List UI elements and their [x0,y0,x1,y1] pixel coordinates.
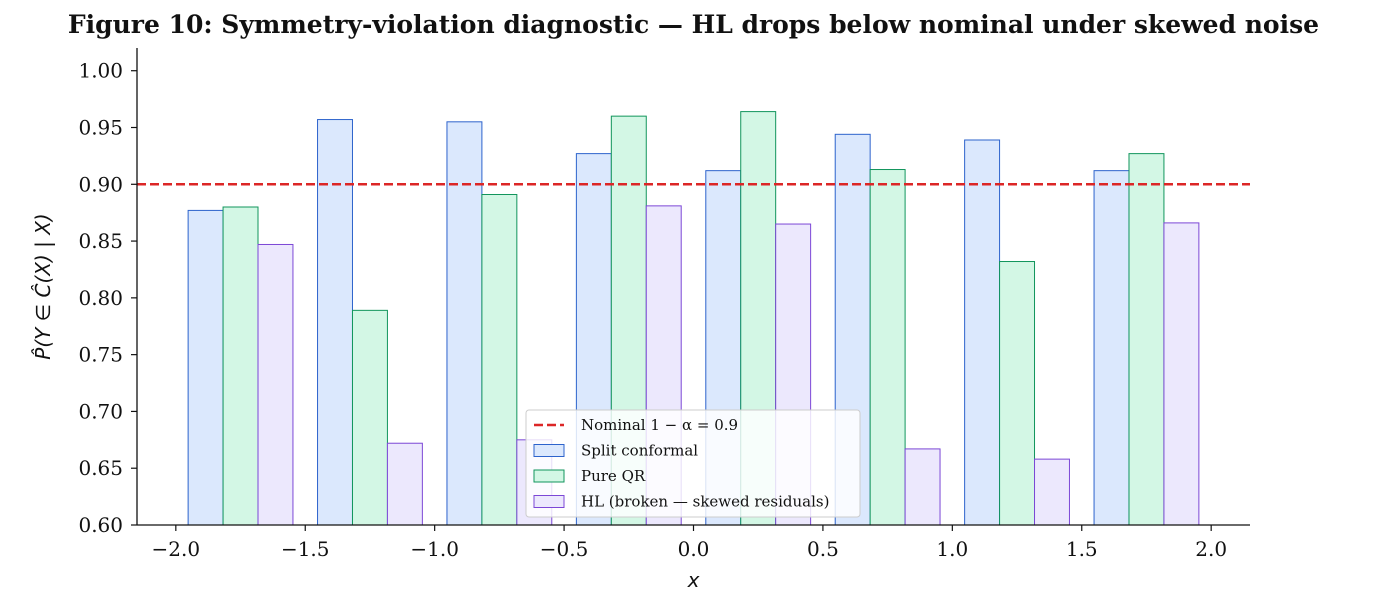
bar-1-8 [1093,170,1130,526]
x-tick-label: 1.5 [1066,537,1098,561]
x-tick-label: 0.0 [678,537,710,561]
bar-3-1 [257,243,294,526]
y-tick-label: 0.65 [78,456,123,480]
x-tick-label: 2.0 [1195,537,1227,561]
legend-label-2: Pure QR [581,467,646,485]
legend-label-nominal: Nominal 1 − α = 0.9 [581,416,738,434]
bar-2-2 [351,309,388,526]
x-tick-label: −1.0 [410,537,459,561]
x-tick-label: −0.5 [540,537,589,561]
bar-1-3 [446,121,483,526]
legend-swatch-1 [533,444,565,457]
legend: Nominal 1 − α = 0.9 Split conformal Pure Q… [525,409,861,518]
y-tick-label: 0.95 [78,116,123,140]
y-tick-label: 0.85 [78,229,123,253]
x-tick-label: −1.5 [281,537,330,561]
y-tick-label: 1.00 [78,59,123,83]
x-tick-label: 0.5 [807,537,839,561]
bar-3-7 [1034,458,1070,526]
legend-swatch-2 [533,469,565,483]
bar-2-6 [869,169,906,526]
y-tick-label: 0.70 [78,399,123,423]
y-tick-label: 0.80 [78,286,123,310]
bars-layer [187,111,1200,526]
y-tick-label: 0.75 [78,343,123,367]
bar-2-8 [1128,153,1165,526]
x-axis-label: x [687,568,700,592]
y-tick-label: 0.90 [78,172,123,196]
legend-label-3: HL (broken — skewed residuals) [581,493,829,511]
chart-title: Figure 10: Symmetry-violation diagnostic… [67,10,1320,39]
bar-2-1 [222,206,259,526]
bar-1-2 [317,119,353,526]
axes-layer: −2.0 −1.5 −1.0 −0.5 0.0 0.5 1.0 1.5 2.0 0.60 0.65 0… [31,48,1250,592]
bar-1-1 [187,209,224,526]
y-tick-label: 0.60 [78,513,123,537]
y-axis-label: P̂(Y ∈ Ĉ(X) | X) [31,213,55,359]
legend-label-1: Split conformal [581,442,698,460]
legend-swatch-3 [533,495,565,508]
x-tick-label: −2.0 [152,537,201,561]
bar-1-7 [964,139,1001,526]
x-tick-label: 1.0 [936,537,968,561]
bar-2-3 [481,194,518,526]
bar-2-7 [999,261,1036,526]
bar-3-6 [904,448,941,526]
bar-3-8 [1163,222,1200,526]
bar-3-2 [386,442,423,526]
legend-box [525,409,861,518]
